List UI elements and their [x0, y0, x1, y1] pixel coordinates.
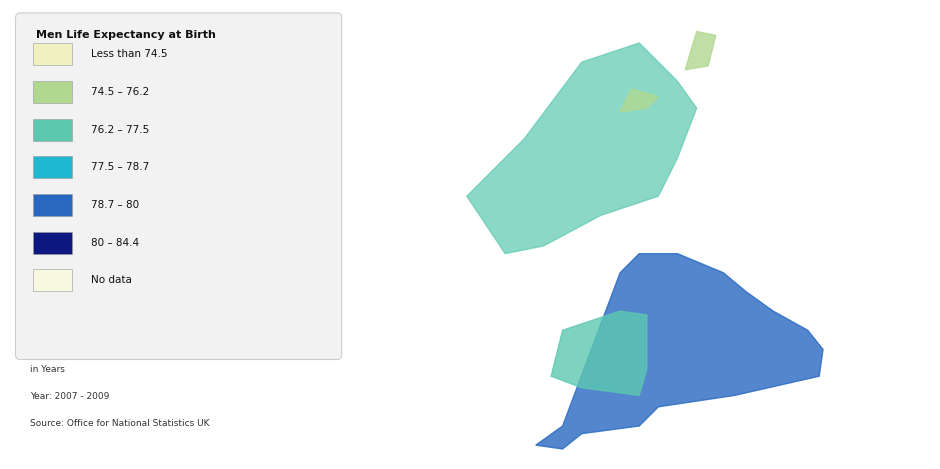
FancyBboxPatch shape [33, 43, 72, 65]
FancyBboxPatch shape [33, 269, 72, 292]
FancyBboxPatch shape [15, 13, 342, 360]
FancyBboxPatch shape [33, 81, 72, 103]
Text: 78.7 – 80: 78.7 – 80 [90, 200, 139, 210]
FancyBboxPatch shape [33, 194, 72, 216]
Text: No data: No data [90, 275, 132, 286]
Text: Men Life Expectancy at Birth: Men Life Expectancy at Birth [37, 30, 216, 40]
Text: Year: 2007 - 2009: Year: 2007 - 2009 [30, 392, 109, 401]
Polygon shape [536, 254, 823, 449]
Text: 77.5 – 78.7: 77.5 – 78.7 [90, 162, 149, 173]
Polygon shape [467, 43, 697, 254]
FancyBboxPatch shape [33, 156, 72, 178]
Text: 80 – 84.4: 80 – 84.4 [90, 238, 139, 248]
Text: Less than 74.5: Less than 74.5 [90, 49, 167, 60]
Polygon shape [620, 89, 658, 112]
Text: Source: Office for National Statistics UK: Source: Office for National Statistics U… [30, 419, 210, 428]
Text: in Years: in Years [30, 365, 65, 374]
FancyBboxPatch shape [33, 119, 72, 141]
Polygon shape [685, 31, 715, 70]
Text: 74.5 – 76.2: 74.5 – 76.2 [90, 87, 149, 97]
FancyBboxPatch shape [33, 232, 72, 254]
Text: 76.2 – 77.5: 76.2 – 77.5 [90, 125, 149, 135]
Polygon shape [551, 311, 647, 395]
